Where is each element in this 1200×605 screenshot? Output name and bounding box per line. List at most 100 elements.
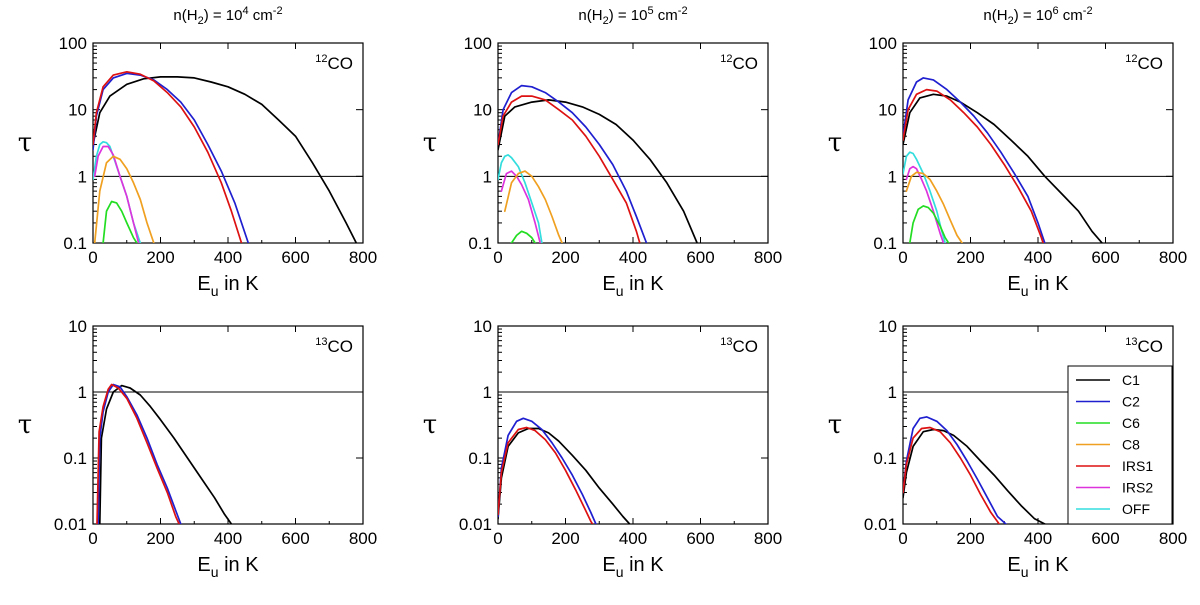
x-tick-label: 0 [88, 529, 97, 548]
x-tick-label: 800 [754, 248, 782, 267]
series-line-irs1 [96, 383, 180, 524]
series-group [903, 77, 1103, 243]
legend-label-c2: C2 [1122, 394, 1140, 410]
panel-title: n(H2) = 104 cm-2 [173, 5, 282, 27]
y-tick-label: 100 [59, 34, 87, 53]
plot-frame [92, 325, 364, 525]
x-tick-label: 200 [956, 529, 984, 548]
x-tick-label: 800 [349, 248, 377, 267]
y-tick-label: 10 [878, 101, 897, 120]
x-tick-label: 400 [1024, 529, 1052, 548]
series-line-c1 [903, 428, 1046, 524]
x-tick-label: 400 [214, 529, 242, 548]
x-tick-label: 600 [686, 248, 714, 267]
series-line-c2 [97, 383, 182, 524]
legend-label-c6: C6 [1122, 415, 1140, 431]
x-tick-label: 200 [551, 529, 579, 548]
series-line-c1 [98, 384, 233, 524]
legend: C1 C2 C6 C8 IRS1 IRS2 OFF [1067, 365, 1173, 525]
series-group [96, 383, 233, 524]
series-group [498, 84, 698, 243]
x-tick-label: 200 [551, 248, 579, 267]
series-line-irs1 [498, 95, 641, 243]
x-axis-label: Eu in K [602, 273, 664, 299]
series-line-irs1 [903, 426, 1001, 524]
series-line-c2 [903, 416, 1007, 524]
x-tick-label: 600 [281, 529, 309, 548]
series-line-c6 [908, 205, 950, 243]
y-tick-label: 1 [888, 167, 897, 186]
x-axis-label: Eu in K [197, 273, 259, 299]
plot-frame [497, 325, 769, 525]
isotope-label: 13CO [1125, 336, 1163, 356]
x-tick-label: 600 [686, 529, 714, 548]
series-line-c1 [903, 93, 1103, 243]
y-axis-label: τ [423, 410, 437, 440]
x-tick-label: 0 [898, 529, 907, 548]
y-tick-label: 0.01 [459, 515, 492, 534]
legend-label-c1: C1 [1122, 372, 1140, 388]
y-tick-label: 100 [464, 34, 492, 53]
y-tick-label: 10 [68, 317, 87, 336]
series-line-c2 [93, 72, 250, 243]
series-line-c1 [498, 99, 698, 243]
y-tick-label: 0.1 [873, 449, 897, 468]
x-axis-label: Eu in K [1007, 273, 1069, 299]
x-tick-label: 400 [619, 529, 647, 548]
x-tick-label: 400 [214, 248, 242, 267]
y-tick-label: 1 [483, 383, 492, 402]
series-group [903, 416, 1046, 524]
x-tick-label: 800 [1159, 529, 1187, 548]
series-line-off [903, 151, 947, 243]
isotope-label: 12CO [315, 53, 353, 73]
y-axis-label: τ [828, 128, 842, 158]
series-line-irs1 [93, 70, 243, 243]
isotope-label: 13CO [720, 336, 758, 356]
x-tick-label: 600 [1091, 248, 1119, 267]
y-tick-label: 1 [483, 167, 492, 186]
legend-label-c8: C8 [1122, 437, 1140, 453]
x-tick-label: 600 [1091, 529, 1119, 548]
isotope-label: 12CO [720, 53, 758, 73]
x-tick-label: 800 [754, 529, 782, 548]
x-axis-label: Eu in K [197, 554, 259, 580]
y-tick-label: 10 [68, 101, 87, 120]
panel-p5: 0 200 400 600 800 0.01 0.1 1 10 τ Eu in K 13CO [423, 317, 782, 580]
x-tick-label: 800 [1159, 248, 1187, 267]
y-tick-label: 1 [78, 167, 87, 186]
x-tick-label: 600 [281, 248, 309, 267]
y-tick-label: 0.1 [63, 234, 87, 253]
y-axis-label: τ [828, 410, 842, 440]
y-tick-label: 0.01 [54, 515, 87, 534]
isotope-label: 13CO [315, 336, 353, 356]
y-tick-label: 100 [869, 34, 897, 53]
series-line-c1 [498, 427, 631, 524]
series-line-c8 [93, 155, 155, 243]
y-tick-label: 1 [78, 383, 87, 402]
series-line-irs1 [903, 88, 1044, 243]
series-line-irs2 [905, 165, 945, 243]
series-line-irs2 [500, 170, 542, 243]
y-axis-label: τ [18, 410, 32, 440]
y-tick-label: 0.1 [63, 449, 87, 468]
y-tick-label: 0.1 [468, 234, 492, 253]
x-axis-label: Eu in K [1007, 554, 1069, 580]
y-tick-label: 0.01 [864, 515, 897, 534]
x-tick-label: 0 [88, 248, 97, 267]
x-tick-label: 200 [146, 248, 174, 267]
y-tick-label: 1 [888, 383, 897, 402]
series-line-c8 [905, 171, 963, 243]
x-tick-label: 400 [619, 248, 647, 267]
y-tick-label: 10 [878, 317, 897, 336]
panel-title: n(H2) = 105 cm-2 [578, 5, 687, 27]
legend-label-irs2: IRS2 [1122, 480, 1153, 496]
plot-frame [497, 42, 769, 244]
y-tick-label: 0.1 [873, 234, 897, 253]
series-line-off [498, 154, 543, 243]
x-tick-label: 0 [493, 529, 502, 548]
series-line-c2 [903, 77, 1046, 243]
legend-label-irs1: IRS1 [1122, 458, 1153, 474]
x-tick-label: 200 [956, 248, 984, 267]
series-line-c2 [498, 84, 648, 243]
